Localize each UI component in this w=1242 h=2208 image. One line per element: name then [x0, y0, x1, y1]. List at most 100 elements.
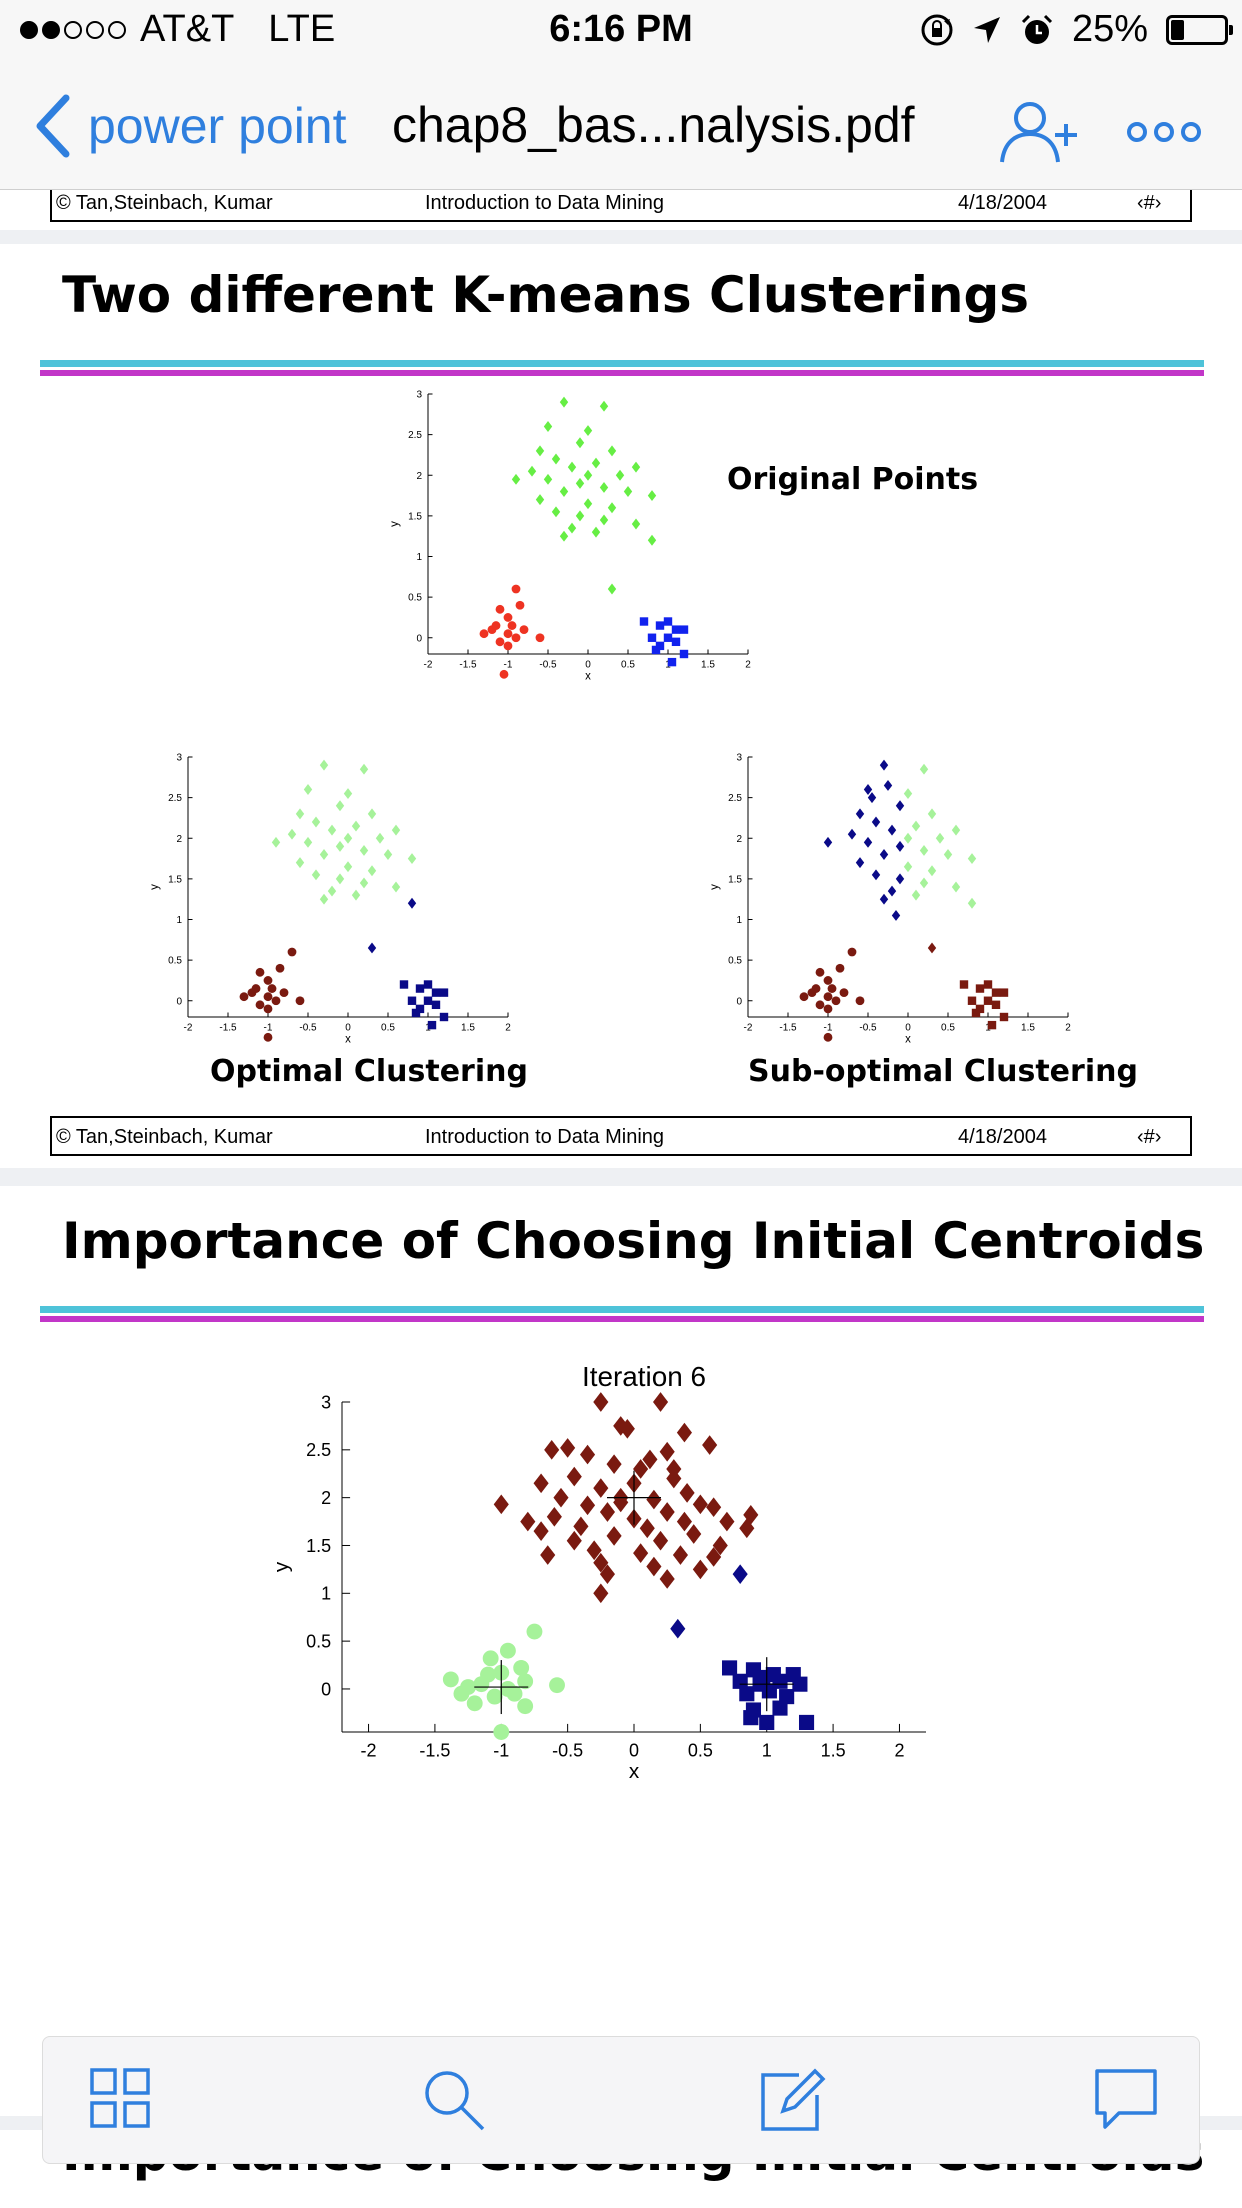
data-point	[823, 1004, 833, 1014]
edit-icon[interactable]	[759, 2067, 827, 2133]
data-point	[251, 984, 261, 993]
data-point	[295, 808, 305, 820]
data-point	[755, 1669, 771, 1686]
data-point	[615, 469, 625, 481]
data-point	[327, 824, 337, 836]
iteration-6-plot: -2 -1.5 -1 -0.5 0 0.5 1 1.5 2 0 0.5 1 1.5 2 2.5 3 x y Iter…	[270, 1361, 926, 1783]
data-point	[275, 963, 285, 973]
more-icon[interactable]	[1126, 117, 1202, 147]
data-point	[503, 613, 513, 622]
data-point	[607, 502, 617, 514]
data-point	[533, 1473, 549, 1494]
y-tick-label: 1.5	[408, 511, 422, 522]
data-point	[579, 1444, 596, 1465]
data-point	[671, 637, 681, 647]
data-point	[431, 1000, 441, 1010]
data-point	[517, 1698, 534, 1715]
y-tick-label: 0.5	[168, 956, 182, 967]
data-point	[511, 473, 521, 485]
status-bar: AT&T LTE 6:16 PM 25%	[0, 0, 1242, 62]
data-point	[676, 1511, 692, 1532]
y-tick-label: 3	[176, 753, 182, 764]
data-point	[567, 461, 577, 473]
data-point	[651, 645, 661, 655]
data-point	[975, 984, 985, 993]
data-point	[692, 1559, 708, 1580]
data-point	[295, 857, 305, 869]
x-tick-label: 0	[345, 1023, 351, 1034]
previous-slide: © Tan,Steinbach, Kumar Introduction to D…	[0, 190, 1242, 230]
data-point	[895, 873, 905, 885]
search-icon[interactable]	[421, 2067, 487, 2133]
x-axis-label: x	[345, 1034, 351, 1046]
data-point	[798, 1714, 815, 1730]
x-tick-label: 0.5	[381, 1023, 395, 1034]
data-point	[575, 477, 585, 489]
data-point	[311, 869, 321, 881]
data-point	[983, 980, 993, 989]
back-button[interactable]: power point	[32, 94, 347, 158]
data-point	[546, 1506, 562, 1527]
x-tick-label: 1	[762, 1740, 772, 1760]
comment-icon[interactable]	[1091, 2067, 1161, 2133]
data-point	[967, 996, 977, 1005]
data-point	[279, 988, 289, 998]
pdf-document-view[interactable]: © Tan,Steinbach, Kumar Introduction to D…	[0, 190, 1242, 2208]
data-point	[702, 1435, 718, 1455]
data-point	[991, 1000, 1001, 1010]
data-point	[943, 849, 953, 860]
data-point	[533, 1521, 549, 1541]
x-tick-label: -2	[361, 1740, 377, 1760]
data-point	[335, 840, 345, 852]
data-point	[517, 1673, 534, 1690]
data-point	[871, 816, 881, 828]
x-tick-label: 0	[629, 1740, 639, 1760]
chevron-left-icon	[36, 94, 70, 158]
data-point	[827, 984, 837, 993]
data-point	[895, 840, 905, 852]
data-point	[663, 633, 673, 642]
data-point	[823, 992, 833, 1002]
data-point	[659, 1441, 675, 1462]
data-point	[566, 1466, 582, 1487]
data-point	[399, 980, 409, 989]
data-point	[367, 808, 377, 820]
data-point	[319, 849, 329, 860]
data-point	[351, 820, 361, 832]
data-point	[493, 1494, 509, 1515]
data-point	[607, 445, 617, 457]
data-point	[495, 604, 505, 614]
data-point	[639, 617, 649, 626]
data-point	[772, 1700, 788, 1716]
data-point	[879, 849, 889, 860]
data-point	[520, 1511, 536, 1532]
title-rule-cyan	[40, 360, 1204, 367]
data-point	[823, 1032, 833, 1042]
y-axis-label: y	[390, 521, 401, 527]
add-person-icon[interactable]	[996, 98, 1082, 166]
data-point	[503, 629, 513, 639]
data-point	[543, 473, 553, 485]
y-axis-label: y	[270, 1561, 293, 1572]
data-point	[519, 625, 529, 635]
data-point	[646, 1489, 662, 1510]
slide-two-kmeans-clusterings: Two different K-means Clusterings -2 -1.5…	[0, 244, 1242, 1168]
data-point	[423, 980, 433, 989]
x-tick-label: -1	[493, 1740, 509, 1760]
thumbnails-icon[interactable]	[89, 2067, 151, 2129]
data-point	[623, 486, 633, 497]
data-point	[359, 844, 369, 856]
y-tick-label: 3	[736, 753, 742, 764]
data-point	[911, 820, 921, 832]
data-point	[719, 1511, 735, 1532]
signal-strength-icon	[20, 20, 126, 39]
data-point	[566, 1530, 582, 1551]
data-point	[359, 877, 369, 889]
data-point	[679, 649, 689, 659]
data-point	[631, 518, 641, 530]
location-arrow-icon	[973, 16, 1000, 43]
data-point	[739, 1686, 755, 1702]
data-point	[903, 832, 913, 844]
footer-course: Introduction to Data Mining	[425, 192, 665, 214]
x-tick-label: 0	[585, 660, 591, 671]
